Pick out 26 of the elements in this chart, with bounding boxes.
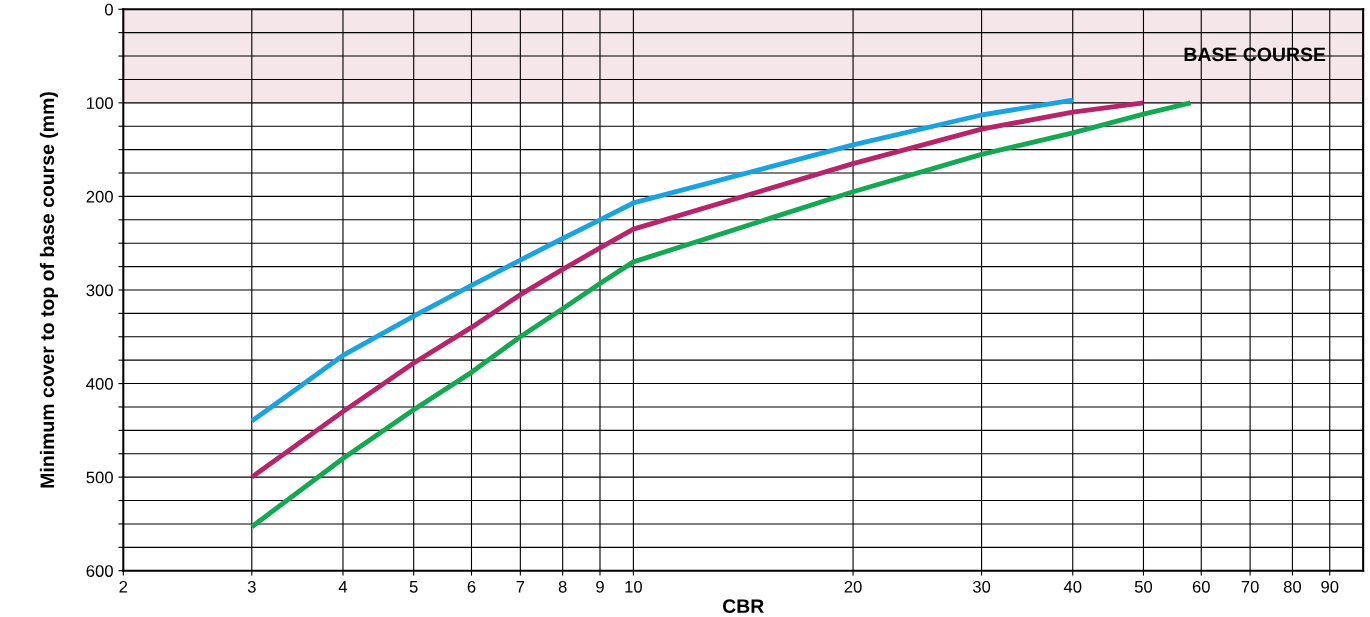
x-tick-label: 80	[1283, 580, 1302, 593]
y-tick-label: 0	[104, 3, 113, 16]
x-tick-label: 3	[247, 580, 256, 593]
y-tick-label: 400	[86, 377, 113, 390]
y-tick-label: 600	[86, 565, 113, 577]
y-tick-label: 300	[86, 284, 113, 297]
y-tick-label: 100	[87, 97, 113, 110]
y-tick-label: 500	[86, 471, 113, 484]
x-tick-label: 10	[625, 580, 642, 593]
x-tick-label: 30	[972, 580, 991, 593]
x-tick-label: 9	[596, 580, 604, 593]
x-tick-label: 70	[1241, 580, 1259, 593]
x-tick-label: 5	[409, 581, 418, 593]
x-tick-label: 8	[558, 580, 567, 593]
x-tick-label: 6	[467, 580, 476, 593]
x-tick-label: 90	[1321, 580, 1339, 593]
x-tick-label: 50	[1134, 580, 1153, 593]
y-tick-label: 200	[86, 190, 113, 203]
x-tick-label: 20	[844, 580, 862, 593]
x-tick-label: 40	[1063, 580, 1082, 593]
x-tick-label: 4	[338, 581, 348, 593]
x-tick-label: 60	[1192, 580, 1210, 593]
x-axis-title: CBR	[722, 599, 764, 614]
x-tick-label: 2	[119, 580, 128, 593]
x-tick-label: 7	[516, 581, 525, 593]
y-axis-title: Minimum cover to top of base course (mm)	[39, 92, 58, 488]
